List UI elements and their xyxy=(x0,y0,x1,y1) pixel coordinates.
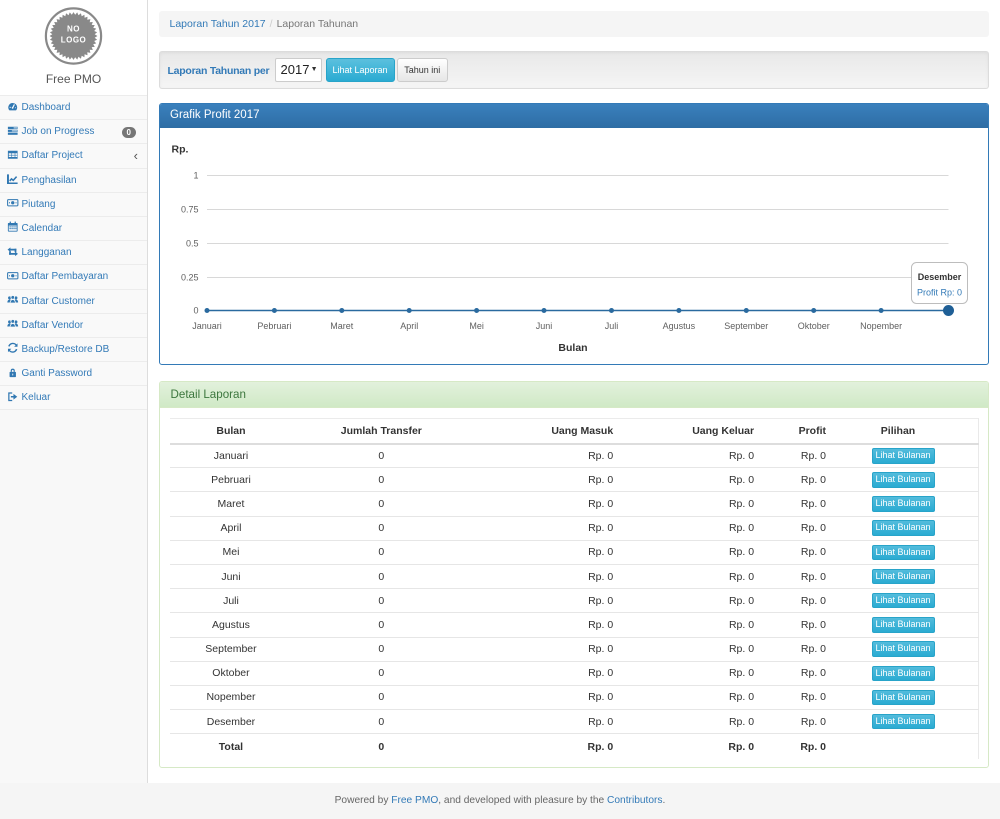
svg-text:0.75: 0.75 xyxy=(180,205,198,215)
svg-text:NO: NO xyxy=(67,25,80,34)
svg-text:Oktober: Oktober xyxy=(797,321,829,331)
svg-text:0.5: 0.5 xyxy=(185,239,198,249)
svg-text:Juni: Juni xyxy=(535,321,552,331)
svg-text:Profit Rp: 0: Profit Rp: 0 xyxy=(916,288,961,298)
svg-text:0: 0 xyxy=(193,306,198,316)
svg-text:September: September xyxy=(724,321,768,331)
svg-text:0.25: 0.25 xyxy=(180,272,198,282)
svg-text:1: 1 xyxy=(193,171,198,181)
svg-text:LOGO: LOGO xyxy=(61,36,87,45)
svg-text:Agustus: Agustus xyxy=(662,321,695,331)
svg-text:Nopember: Nopember xyxy=(860,321,902,331)
svg-text:Mei: Mei xyxy=(469,321,484,331)
svg-text:Januari: Januari xyxy=(192,321,222,331)
svg-text:Maret: Maret xyxy=(330,321,354,331)
svg-text:Bulan: Bulan xyxy=(558,342,587,354)
svg-text:Pebruari: Pebruari xyxy=(257,321,291,331)
svg-text:Desember: Desember xyxy=(917,272,961,282)
svg-text:Juli: Juli xyxy=(604,321,618,331)
svg-text:April: April xyxy=(400,321,418,331)
svg-text:Rp.: Rp. xyxy=(171,144,188,156)
